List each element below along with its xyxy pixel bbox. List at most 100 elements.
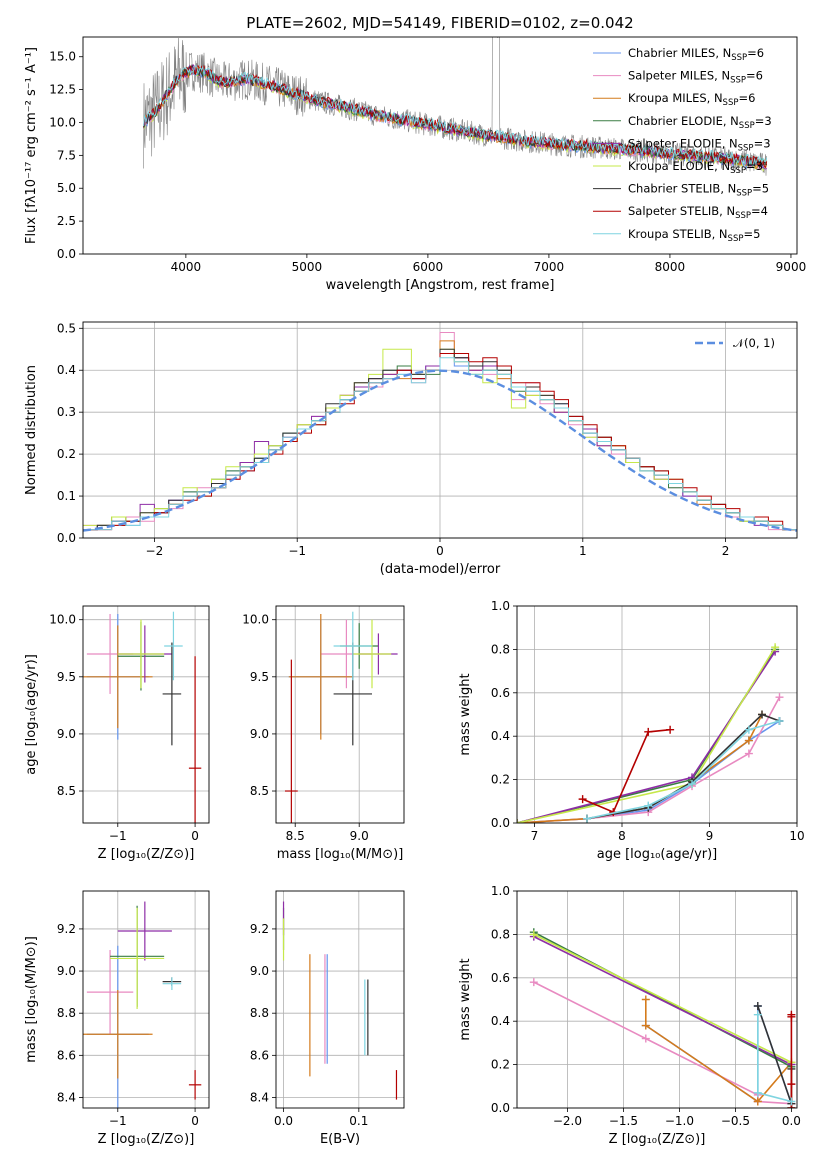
legend-label-suffix: =3 <box>755 114 772 128</box>
errorbar-salpeter-stelib <box>188 656 202 823</box>
x-tick-label: 5000 <box>292 260 323 274</box>
series-point <box>753 1097 762 1106</box>
y-tick-label: 8.6 <box>57 1048 76 1062</box>
y-tick-label: 0.0 <box>491 816 510 830</box>
errorbar-kroupa-stelib <box>333 611 372 681</box>
series-point <box>641 995 650 1004</box>
legend-label-sub: SSP <box>728 234 744 244</box>
axes-frame <box>516 605 798 824</box>
y-tick-label: 0.3 <box>57 405 76 419</box>
x-axis-label: age [log₁₀(age/yr)] <box>597 847 718 862</box>
plot-area-weight_vs_age <box>517 643 784 823</box>
series-line <box>533 931 792 1068</box>
x-tick-label: 7 <box>531 829 539 843</box>
panel-spectrum: 4000 5000 6000 7000 8000 9000 0.0 2.5 5.0 7.5 10.0… <box>24 14 806 293</box>
series-point <box>583 814 591 823</box>
legend-label: Kroupa ELODIE, NSSP=3 <box>628 159 763 176</box>
y-tick-label: 0.5 <box>57 321 76 335</box>
series-kroupa-stelib <box>753 1010 796 1106</box>
errorbar-kroupa-miles <box>83 625 153 729</box>
legend-label-main: Chabrier STELIB, N <box>628 182 736 196</box>
series-point <box>688 779 696 788</box>
legend-label-sub: SSP <box>731 53 747 63</box>
series-point <box>641 1021 650 1030</box>
x-tick-label: −1 <box>109 1114 127 1128</box>
legend-label-main: Kroupa ELODIE, N <box>628 159 730 173</box>
legend-label-main: Chabrier MILES, N <box>628 46 731 60</box>
y-tick-label: 0.0 <box>57 247 76 261</box>
y-tick-label: 9.2 <box>57 922 76 936</box>
panel-age_vs_Z: −1 0 8.5 9.0 9.5 10.0 Z [log₁₀(Z/Z⊙)] age [log₁… <box>24 605 210 862</box>
y-tick-label: 0.8 <box>491 642 510 656</box>
model-salpeter-elodie <box>143 63 767 170</box>
x-tick-label: 10 <box>789 829 804 843</box>
y-tick-label: 10.0 <box>49 613 76 627</box>
y-tick-label: 9.0 <box>250 727 269 741</box>
x-tick-label: −2.0 <box>553 1114 582 1128</box>
legend-label: Salpeter ELODIE, NSSP=3 <box>628 136 771 153</box>
normal-curve <box>83 369 797 532</box>
panel-mass_vs_Z: −1 0 8.4 8.6 8.8 9.0 9.2 Z [log₁₀(Z/Z⊙)] mass [l… <box>24 890 210 1147</box>
y-tick-label: 8.8 <box>250 1006 269 1020</box>
x-tick-label: −1.0 <box>665 1114 694 1128</box>
y-tick-label: 9.0 <box>57 964 76 978</box>
series-line <box>582 728 671 814</box>
errorbar-salpeter-elodie <box>117 901 172 961</box>
legend-label: Chabrier ELODIE, NSSP=3 <box>628 114 772 131</box>
series-salpeter-stelib <box>787 1010 796 1108</box>
y-tick-label: 7.5 <box>57 148 76 162</box>
y-tick-label: 8.6 <box>250 1048 269 1062</box>
legend-label-main: Salpeter ELODIE, N <box>628 136 738 150</box>
y-axis-label: mass [log₁₀(M/M⊙)] <box>24 936 39 1063</box>
x-tick-label: −1.5 <box>609 1114 638 1128</box>
y-tick-label: 9.5 <box>57 670 76 684</box>
y-tick-label: 8.5 <box>250 784 269 798</box>
x-axis-label: Z [log₁₀(Z/Z⊙)] <box>98 1132 195 1147</box>
x-tick-label: 0 <box>191 1114 199 1128</box>
model-kroupa-stelib <box>143 65 768 167</box>
series-point <box>529 978 538 987</box>
axes-frame <box>82 605 210 824</box>
series-point <box>753 1088 762 1097</box>
axes-frame <box>275 605 405 824</box>
panel-age_vs_mass: 8.5 9.0 8.5 9.0 9.5 10.0 mass [log₁₀(M/M⊙)] <box>242 605 405 862</box>
series-point <box>578 795 587 804</box>
x-tick-label: 2 <box>722 544 730 558</box>
y-tick-label: 0.4 <box>491 1014 510 1028</box>
series-line <box>533 933 792 1064</box>
y-tick-label: 9.0 <box>250 964 269 978</box>
y-tick-label: 0.0 <box>491 1101 510 1115</box>
errorbar-kroupa-elodie <box>352 619 392 689</box>
x-axis-label: wavelength [Angstrom, rest frame] <box>326 278 555 293</box>
x-tick-label: 9000 <box>776 260 807 274</box>
series-point <box>758 710 766 719</box>
series-point <box>787 1010 796 1019</box>
x-tick-label: −2 <box>146 544 164 558</box>
legend-label: Kroupa MILES, NSSP=6 <box>628 91 755 108</box>
series-point <box>644 727 653 736</box>
errorbar-salpeter-stelib <box>188 1070 202 1100</box>
y-tick-label: 0.6 <box>491 686 510 700</box>
legend-label-main: Salpeter MILES, N <box>628 69 730 83</box>
legend-label-sub: SSP <box>735 211 751 221</box>
y-tick-label: 0.6 <box>491 971 510 985</box>
y-tick-label: 0.2 <box>491 1058 510 1072</box>
y-tick-label: 8.5 <box>57 784 76 798</box>
y-tick-label: 0.8 <box>491 927 510 941</box>
y-tick-label: 8.4 <box>57 1090 76 1104</box>
legend: 𝒩(0, 1) <box>695 336 775 350</box>
plot-area-spectrum <box>143 37 768 176</box>
plot-area-weight_vs_Z <box>529 928 796 1108</box>
x-tick-label: 8 <box>618 829 626 843</box>
y-tick-label: 5.0 <box>57 181 76 195</box>
y-tick-label: 0.4 <box>491 729 510 743</box>
axes-frame <box>82 36 798 255</box>
legend-label-sub: SSP <box>730 166 746 176</box>
plot-area-age_vs_mass <box>284 611 398 823</box>
series-point <box>641 1034 650 1043</box>
x-tick-label: −1 <box>109 829 127 843</box>
legend-label-main: Kroupa STELIB, N <box>628 227 728 241</box>
x-axis-label: E(B-V) <box>320 1132 360 1147</box>
